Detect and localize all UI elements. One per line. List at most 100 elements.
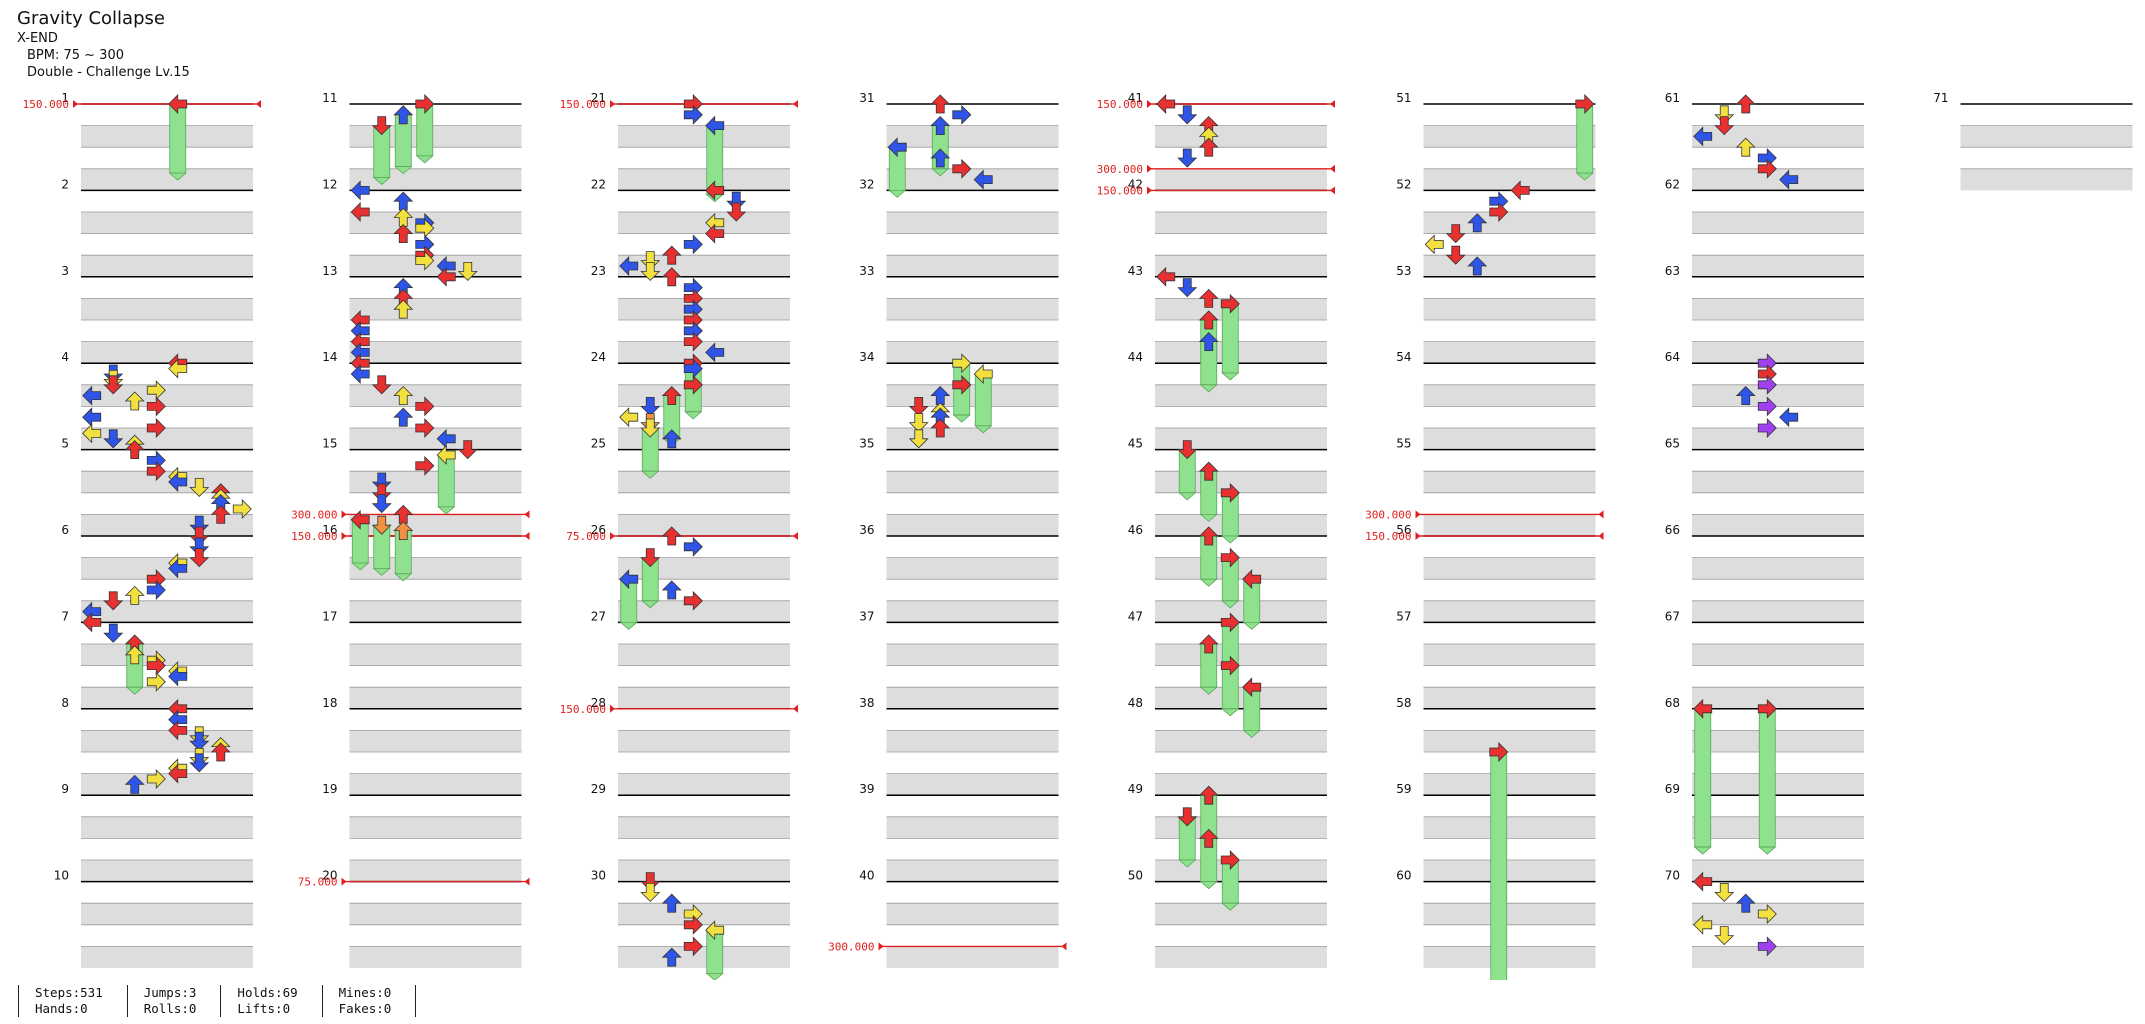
note-arrow xyxy=(908,396,929,416)
arrow-right-icon xyxy=(952,353,972,374)
note-arrow xyxy=(393,521,414,540)
measure-number: 15 xyxy=(322,437,337,451)
arrow-left-icon xyxy=(1779,169,1799,190)
beat-shade xyxy=(349,903,522,925)
beat-shade xyxy=(349,255,522,277)
measure-number: 57 xyxy=(1396,609,1411,623)
note-arrow xyxy=(210,504,231,524)
measure-number: 1 xyxy=(61,91,69,105)
arrow-down-icon xyxy=(371,375,392,395)
measure-number: 36 xyxy=(859,523,874,537)
bpm-change-label: 75.000 xyxy=(298,876,338,889)
arrow-right-icon xyxy=(146,396,166,417)
arrow-left-icon xyxy=(168,94,188,114)
arrow-up-icon xyxy=(1198,332,1219,352)
arrow-up-icon xyxy=(393,386,414,406)
note-arrow xyxy=(124,645,145,665)
arrow-right-icon xyxy=(1757,418,1777,438)
measure-number: 31 xyxy=(859,91,874,105)
arrow-left-icon xyxy=(1779,407,1799,428)
measure-number: 34 xyxy=(859,350,874,364)
beat-shade xyxy=(1423,773,1596,796)
beat-shade xyxy=(349,730,522,752)
measure-number: 69 xyxy=(1665,782,1680,796)
beat-shade xyxy=(886,212,1059,234)
note-arrow xyxy=(1757,396,1777,417)
beat-shade xyxy=(886,428,1059,450)
note-arrow xyxy=(1779,169,1799,190)
arrow-right-icon xyxy=(1220,482,1240,503)
arrow-up-icon xyxy=(393,224,414,244)
note-arrow xyxy=(619,256,639,276)
note-arrow xyxy=(189,731,210,751)
hold-tail xyxy=(1221,372,1240,381)
arrow-up-icon xyxy=(393,299,414,319)
arrow-down-icon xyxy=(189,731,210,751)
note-arrow xyxy=(371,494,392,514)
note-arrow xyxy=(661,580,682,600)
beat-shade xyxy=(81,903,253,925)
arrow-up-icon xyxy=(1198,785,1219,805)
beat-shade xyxy=(1155,644,1327,666)
measure-number: 44 xyxy=(1128,350,1143,364)
beat-shade xyxy=(1692,946,1864,968)
note-arrow xyxy=(124,391,145,411)
note-arrow xyxy=(350,180,370,201)
beat-shade xyxy=(349,212,522,234)
measure-number: 20 xyxy=(322,869,337,883)
arrow-right-icon xyxy=(1489,202,1509,222)
bpm-change-label: 300.000 xyxy=(1365,508,1411,521)
bpm-change-tick xyxy=(1415,510,1421,519)
arrow-down-icon xyxy=(189,537,210,557)
arrow-down-icon xyxy=(726,202,747,222)
arrow-left-icon xyxy=(350,509,370,530)
note-arrow xyxy=(1242,677,1262,698)
arrow-down-icon xyxy=(1714,105,1735,125)
arrow-up-icon xyxy=(661,947,682,967)
measure-number: 62 xyxy=(1665,177,1680,191)
beat-shade xyxy=(886,471,1059,493)
note-arrow xyxy=(1198,828,1219,848)
beat-shade xyxy=(618,644,790,666)
arrow-left-icon xyxy=(1693,914,1713,935)
beat-shade xyxy=(81,168,253,191)
song-artist: X-END xyxy=(17,31,58,46)
song-title: Gravity Collapse xyxy=(17,8,165,29)
note-arrow xyxy=(887,137,907,158)
beat-shade xyxy=(1960,125,2133,148)
note-arrow xyxy=(393,105,414,125)
measure-number: 41 xyxy=(1128,91,1143,105)
beat-shade xyxy=(349,428,522,450)
beat-shade xyxy=(1423,816,1596,839)
beat-shade xyxy=(618,125,790,148)
note-arrow xyxy=(146,461,166,482)
note-arrow xyxy=(371,375,392,395)
note-arrow xyxy=(1220,850,1240,870)
bpm-change-label: 300.000 xyxy=(828,940,874,953)
beat-shade xyxy=(1423,600,1596,623)
hold-tail xyxy=(641,470,660,479)
bpm-change-tick xyxy=(524,510,530,519)
beat-shade xyxy=(349,773,522,796)
bpm-change-tick xyxy=(1061,942,1067,951)
beat-shade xyxy=(886,644,1059,666)
note-arrow xyxy=(705,115,725,136)
measure-number: 63 xyxy=(1665,264,1680,278)
measure-number: 42 xyxy=(1128,177,1143,191)
note-arrow xyxy=(168,666,188,687)
note-arrow xyxy=(908,429,929,449)
beat-shade xyxy=(1423,687,1596,709)
note-arrow xyxy=(189,477,210,497)
measure-number: 9 xyxy=(61,782,69,796)
hold-tail xyxy=(125,686,144,695)
measure-number: 48 xyxy=(1128,696,1143,710)
beat-shade xyxy=(349,644,522,666)
beat-shade xyxy=(1692,687,1864,709)
beat-shade xyxy=(886,687,1059,709)
beat-shade xyxy=(349,860,522,882)
beat-shade xyxy=(618,471,790,493)
note-arrow xyxy=(210,742,231,762)
hold-body xyxy=(1758,708,1776,848)
beat-shade xyxy=(349,471,522,493)
beat-shade xyxy=(1423,860,1596,882)
